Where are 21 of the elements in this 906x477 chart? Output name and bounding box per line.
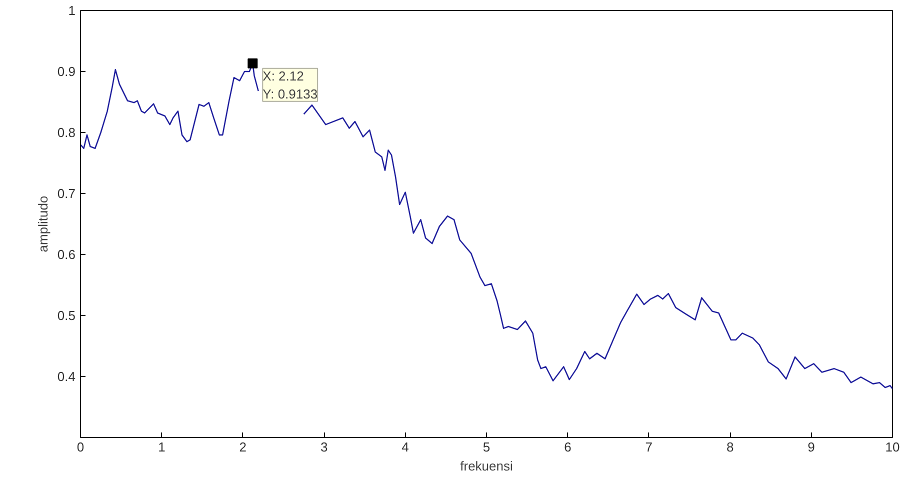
- y-tick-label: 0.4: [57, 369, 76, 384]
- x-tick-label: 6: [564, 440, 572, 454]
- x-tick-label: 5: [482, 440, 490, 454]
- x-tick-label: 7: [645, 440, 653, 454]
- y-tick-label: 0.8: [57, 125, 76, 140]
- annotation: X: 2.12 Y: 0.9133: [262, 68, 318, 102]
- x-tick-label: 0: [76, 440, 84, 454]
- y-tick-label: 0.5: [57, 308, 76, 323]
- y-tick-label: 1: [68, 3, 76, 18]
- x-tick-label: 10: [885, 440, 900, 454]
- x-tick-label: 2: [239, 440, 247, 454]
- y-tick-label: 0.9: [57, 64, 76, 79]
- x-tick-label: 9: [808, 440, 815, 454]
- x-axis-title: frekuensi: [460, 458, 513, 474]
- y-tick-label: 0.6: [57, 247, 76, 262]
- x-tick-label: 1: [158, 440, 166, 454]
- x-tick-label: 3: [320, 440, 328, 454]
- y-axis-title: amplitudo: [35, 196, 50, 252]
- y-tick-label: 0.7: [57, 186, 76, 201]
- x-tick-label: 4: [402, 440, 409, 454]
- x-tick-label: 8: [726, 440, 734, 454]
